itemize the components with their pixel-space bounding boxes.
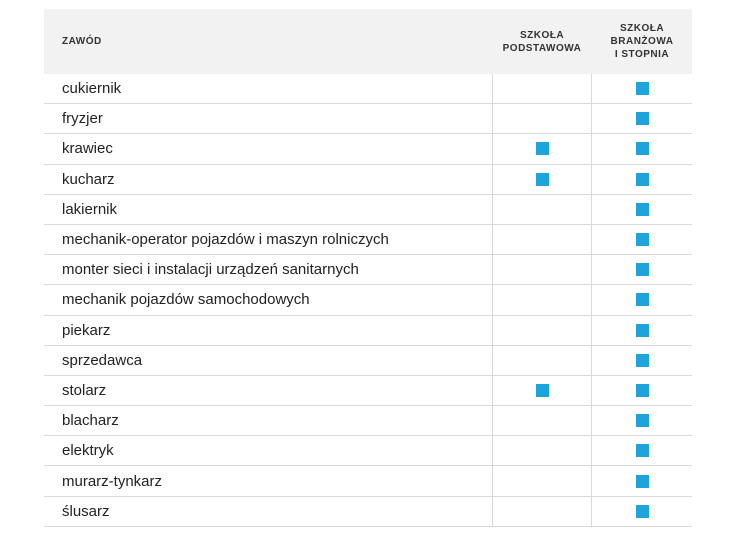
primary-school-cell (492, 194, 592, 224)
table-body: cukiernik fryzjer krawiec kucharz lakiernik m… (44, 74, 692, 527)
primary-school-cell (492, 406, 592, 436)
primary-school-cell (492, 104, 592, 134)
table-row: piekarz (44, 315, 692, 346)
check-square-icon (635, 263, 649, 277)
header-primary-school: SZKOŁA PODSTAWOWA (492, 9, 592, 74)
vocational-school-cell (592, 165, 692, 194)
check-square-icon (635, 353, 649, 367)
profession-name: monter sieci i instalacji urządzeń sanit… (62, 261, 359, 279)
vocational-school-cell (592, 104, 692, 133)
check-square-icon (635, 383, 649, 397)
check-square-icon (635, 142, 649, 156)
vocational-school-cell (592, 376, 692, 405)
check-square-icon (535, 172, 549, 186)
profession-name: piekarz (62, 321, 111, 339)
profession-name: blacharz (62, 412, 119, 430)
table-row: kucharz (44, 164, 692, 195)
table-row: blacharz (44, 406, 692, 437)
header-vocational-school: SZKOŁA BRANŻOWA I STOPNIA (592, 9, 692, 74)
check-square-icon (535, 142, 549, 156)
table-row: monter sieci i instalacji urządzeń sanit… (44, 255, 692, 286)
header-primary-school-label: SZKOŁA PODSTAWOWA (502, 29, 582, 54)
check-square-icon (635, 293, 649, 307)
header-vocational-school-label: SZKOŁA BRANŻOWA I STOPNIA (610, 23, 674, 60)
table-row: lakiernik (44, 194, 692, 225)
vocational-school-cell (592, 497, 692, 526)
table-row: mechanik-operator pojazdów i maszyn roln… (44, 224, 692, 256)
professions-table: ZAWÓD SZKOŁA PODSTAWOWA SZKOŁA BRANŻOWA … (44, 9, 692, 527)
check-square-icon (635, 444, 649, 458)
check-square-icon (635, 112, 649, 126)
table-row: krawiec (44, 134, 692, 165)
primary-school-cell (492, 285, 592, 315)
check-square-icon (635, 414, 649, 428)
profession-name: stolarz (62, 381, 107, 399)
primary-school-cell (492, 375, 592, 406)
primary-school-cell (492, 466, 592, 496)
table-row: ślusarz (44, 496, 692, 527)
profession-name: lakiernik (62, 200, 118, 218)
header-profession-label: ZAWÓD (62, 36, 102, 47)
check-square-icon (635, 202, 649, 216)
check-square-icon (635, 323, 649, 337)
vocational-school-cell (592, 466, 692, 495)
vocational-school-cell (592, 346, 692, 375)
vocational-school-cell (592, 74, 692, 103)
vocational-school-cell (592, 285, 692, 314)
profession-name: murarz-tynkarz (62, 472, 163, 490)
primary-school-cell (492, 134, 592, 164)
primary-school-cell (492, 345, 592, 375)
vocational-school-cell (592, 316, 692, 345)
primary-school-cell (492, 164, 592, 194)
vocational-school-cell (592, 436, 692, 465)
table-row: cukiernik (44, 74, 692, 105)
profession-name: sprzedawca (62, 351, 143, 369)
primary-school-cell (492, 436, 592, 466)
table-row: murarz-tynkarz (44, 466, 692, 497)
vocational-school-cell (592, 406, 692, 435)
profession-name: elektryk (62, 442, 114, 460)
table-row: sprzedawca (44, 345, 692, 376)
table-header: ZAWÓD SZKOŁA PODSTAWOWA SZKOŁA BRANŻOWA … (44, 9, 692, 74)
check-square-icon (635, 474, 649, 488)
vocational-school-cell (592, 134, 692, 163)
profession-name: mechanik pojazdów samochodowych (62, 291, 310, 309)
profession-name: ślusarz (62, 502, 110, 520)
profession-name: kucharz (62, 170, 115, 188)
check-square-icon (635, 82, 649, 96)
table-row: elektryk (44, 436, 692, 467)
primary-school-cell (492, 224, 592, 255)
primary-school-cell (492, 496, 592, 526)
header-profession: ZAWÓD (44, 9, 492, 74)
check-square-icon (635, 172, 649, 186)
check-square-icon (635, 233, 649, 247)
profession-name: cukiernik (62, 80, 122, 98)
table-row: mechanik pojazdów samochodowych (44, 285, 692, 316)
profession-name: krawiec (62, 140, 113, 158)
table-row: fryzjer (44, 104, 692, 135)
table-row: stolarz (44, 375, 692, 407)
vocational-school-cell (592, 225, 692, 254)
check-square-icon (535, 383, 549, 397)
vocational-school-cell (592, 195, 692, 224)
primary-school-cell (492, 74, 592, 104)
vocational-school-cell (592, 255, 692, 284)
profession-name: fryzjer (62, 110, 103, 128)
check-square-icon (635, 504, 649, 518)
primary-school-cell (492, 255, 592, 285)
profession-name: mechanik-operator pojazdów i maszyn roln… (62, 231, 389, 249)
primary-school-cell (492, 315, 592, 345)
